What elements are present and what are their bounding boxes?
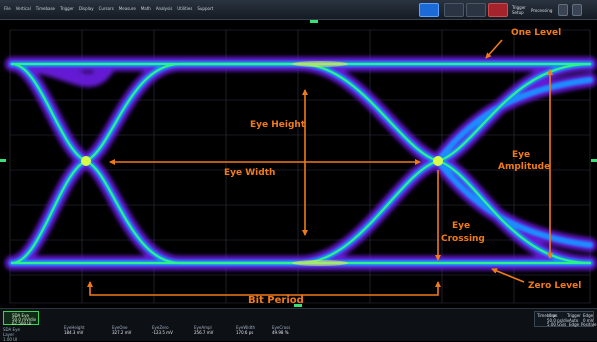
label-eye-amplitude-1: Eye xyxy=(512,150,530,160)
trigger-position-marker[interactable] xyxy=(310,20,318,23)
label-eye-width: Eye Width xyxy=(224,168,275,178)
label-eye-crossing-1: Eye xyxy=(452,221,470,231)
meas-value-eyeheight: 184.3 mV xyxy=(64,330,84,335)
label-zero-level: Zero Level xyxy=(528,281,581,291)
trigger-icon[interactable] xyxy=(419,3,439,17)
level-marker-left[interactable] xyxy=(0,159,6,162)
meas-value-eyezero: -123.5 mV xyxy=(152,330,173,335)
menu-vertical[interactable]: Vertical xyxy=(15,6,31,11)
row-label-3: 1.00 UI xyxy=(3,337,18,342)
meas-header-eyeheight: EyeHeight xyxy=(64,325,85,330)
channel-scale: 50.0 mV/div xyxy=(12,317,37,322)
trigger-label-bottom: Setup xyxy=(512,10,524,15)
scope-display[interactable]: One Level Eye Height Eye Width Eye Ampli… xyxy=(0,20,597,308)
label-one-level: One Level xyxy=(511,28,561,38)
sample-rate: 5.00 GS/s xyxy=(547,322,567,327)
status-panel: SDA Eye 50.0 mV/div 67.500 UI SDA Eye La… xyxy=(0,308,597,342)
trigger-label: Trigger xyxy=(567,313,581,318)
processing-label: Processing xyxy=(531,8,553,13)
menu-measure[interactable]: Measure xyxy=(118,6,136,11)
play-icon[interactable] xyxy=(572,4,582,16)
timebase-delay: 0 ps xyxy=(549,313,558,318)
menu-math[interactable]: Math xyxy=(140,6,151,11)
annotation-arrows xyxy=(87,39,553,296)
eye-trace xyxy=(5,57,597,270)
trigger-label-top: Trigger xyxy=(512,5,526,10)
label-eye-crossing-2: Crossing xyxy=(441,234,485,244)
meas-header-eyewidth: EyeWidth xyxy=(236,325,255,330)
meas-value-eyecross: 49.98 % xyxy=(272,330,289,335)
trigger-mode: Auto xyxy=(569,318,579,323)
menu-file[interactable]: File xyxy=(4,6,11,11)
crossing-hotspot-left xyxy=(81,156,91,166)
row-label-1: SDA Eye xyxy=(3,327,20,332)
pause-icon[interactable] xyxy=(558,4,568,16)
toolbar-icon[interactable] xyxy=(444,3,464,17)
meas-header-eyezero: EyeZero xyxy=(152,325,169,330)
channel-name: SDA Eye xyxy=(12,313,29,318)
menu: File Vertical Timebase Trigger Display C… xyxy=(4,6,213,11)
level-marker-right[interactable] xyxy=(591,159,597,162)
menu-timebase[interactable]: Timebase xyxy=(35,6,56,11)
bottom-marker xyxy=(294,304,302,307)
marker-icon[interactable] xyxy=(488,3,508,17)
crossing-hotspot-right xyxy=(433,156,443,166)
channel-timebase: 67.500 UI xyxy=(12,321,32,326)
meas-value-eyeampl: 256.7 mV xyxy=(194,330,214,335)
trigger-level: 0 mV xyxy=(583,318,594,323)
label-eye-amplitude-2: Amplitude xyxy=(498,162,550,172)
menu-display[interactable]: Display xyxy=(78,6,94,11)
meas-header-eyecross: EyeCross xyxy=(272,325,291,330)
eye-diagram: One Level Eye Height Eye Width Eye Ampli… xyxy=(0,20,597,307)
meas-value-eyeone: 327.2 mV xyxy=(112,330,132,335)
menu-analysis[interactable]: Analysis xyxy=(155,6,173,11)
label-eye-height: Eye Height xyxy=(250,120,306,130)
trigger-setup-label[interactable]: Trigger Setup xyxy=(512,5,526,15)
meas-header-eyeampl: EyeAmpl xyxy=(194,325,212,330)
meas-value-eyewidth: 170.6 ps xyxy=(236,330,254,335)
menu-cursors[interactable]: Cursors xyxy=(98,6,114,11)
toolbar-icon[interactable] xyxy=(466,3,486,17)
label-bit-period: Bit Period xyxy=(248,295,304,306)
trigger-type: Edge xyxy=(583,313,594,318)
row-label-2: Layer xyxy=(3,332,15,337)
trigger-slope: Positive xyxy=(581,322,597,327)
timebase-scale: 50.0 ps/div xyxy=(547,318,570,323)
timebase-trigger-panel[interactable]: Timebase 0 ps Trigger Edge 50.0 ps/div A… xyxy=(534,311,597,327)
menu-bar: File Vertical Timebase Trigger Display C… xyxy=(0,0,597,20)
channel-badge[interactable]: SDA Eye 50.0 mV/div 67.500 UI xyxy=(3,311,39,326)
menu-trigger[interactable]: Trigger xyxy=(60,6,74,11)
menu-support[interactable]: Support xyxy=(197,6,214,11)
meas-header-eyeone: EyeOne xyxy=(112,325,128,330)
trigger-source: Edge xyxy=(569,322,580,327)
timebase-label: Timebase xyxy=(537,313,557,318)
menu-utilities[interactable]: Utilities xyxy=(177,6,193,11)
